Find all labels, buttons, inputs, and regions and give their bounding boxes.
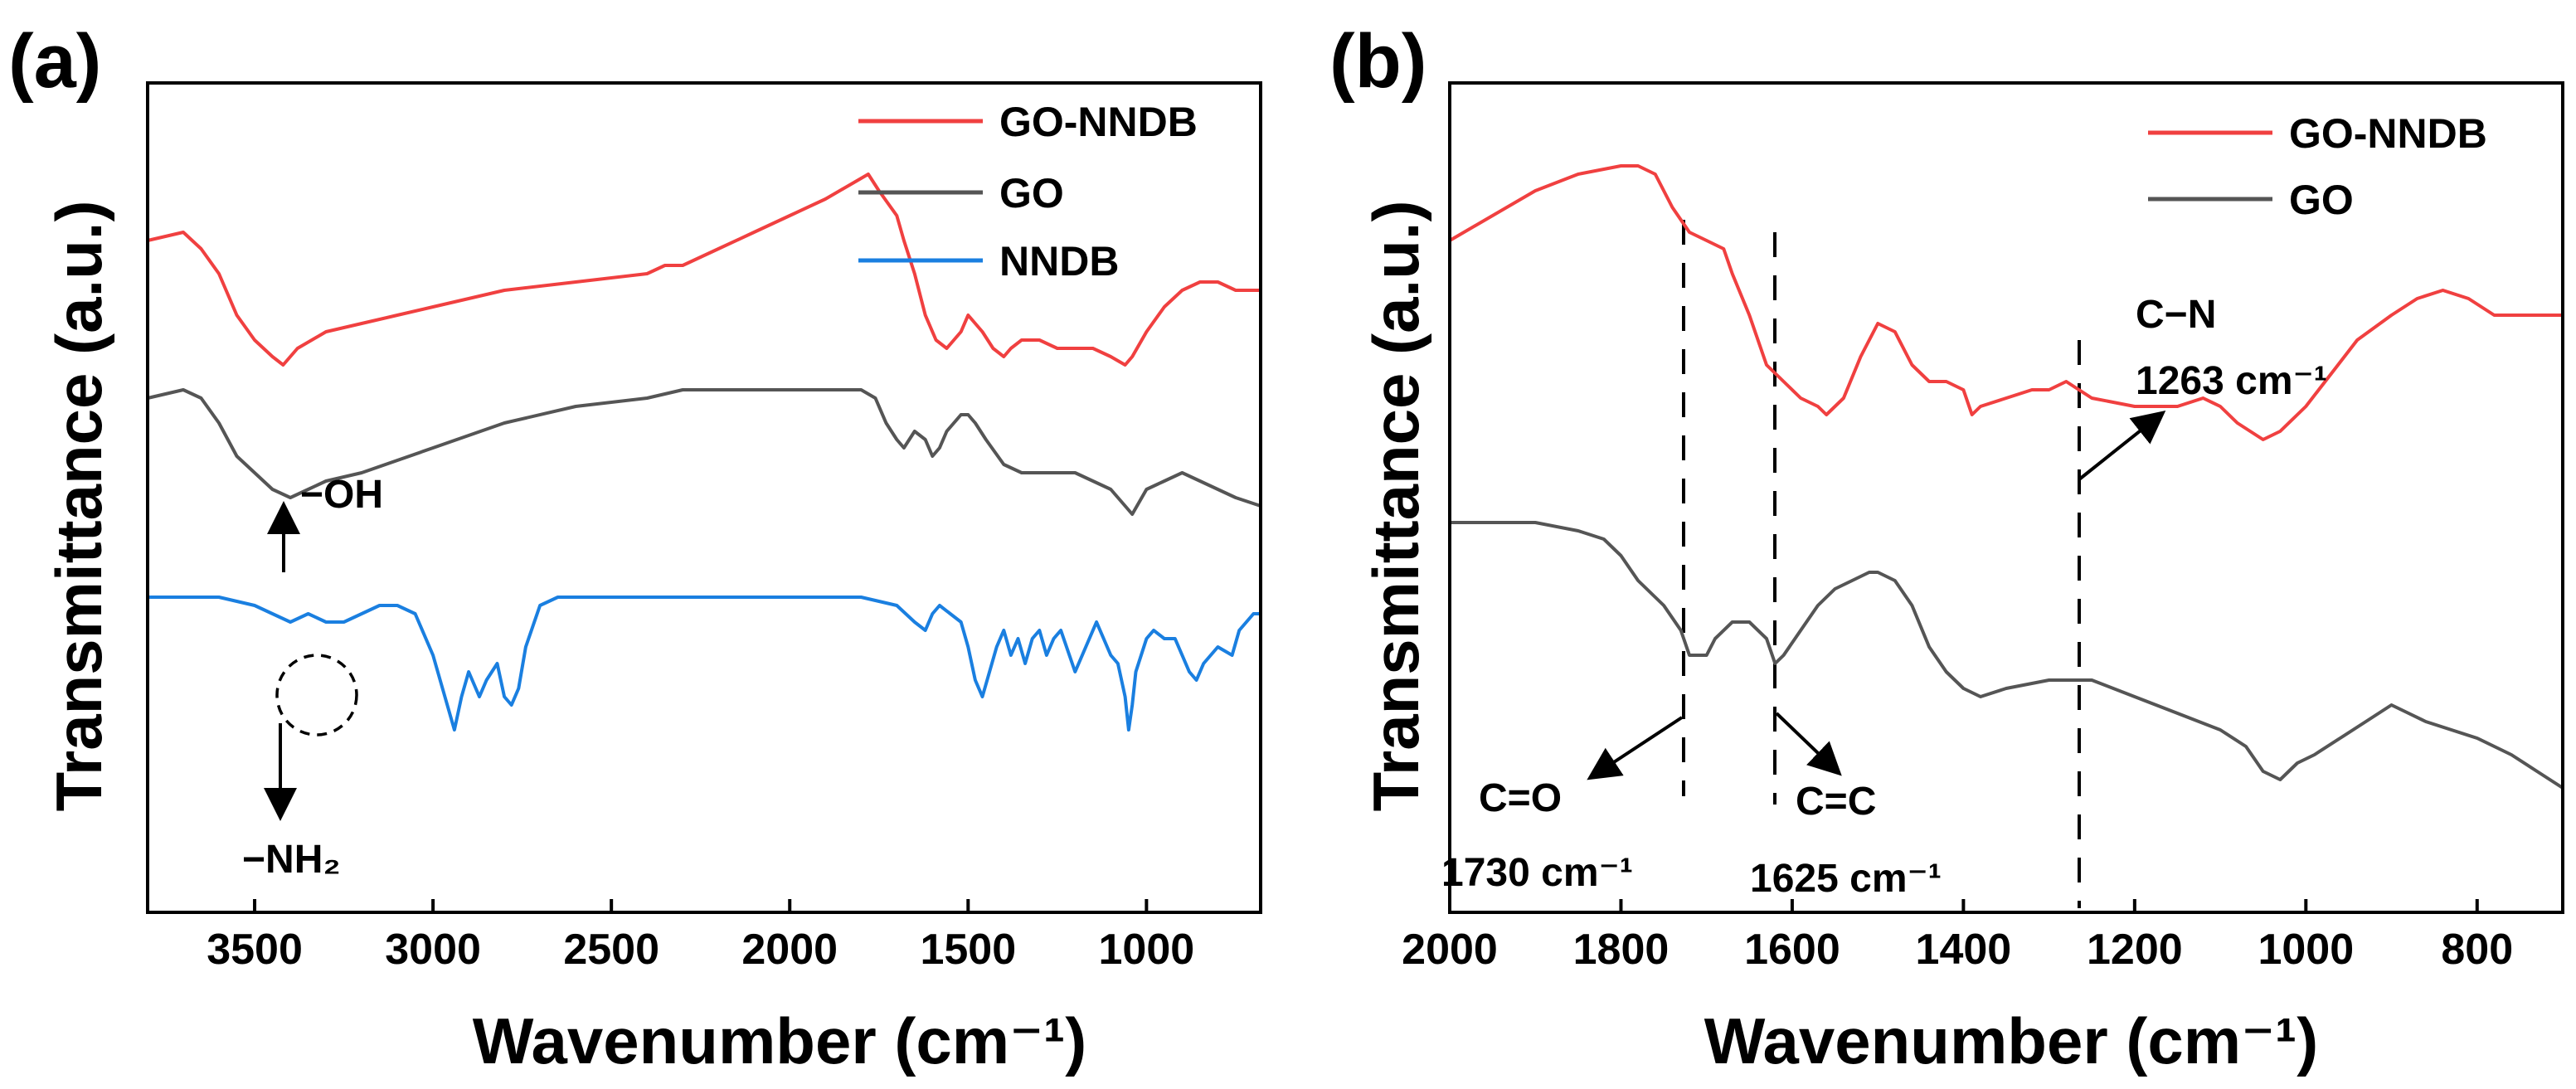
panel-b-x-ticks: 2000 1800 1600 1400 1200 1000 800	[1402, 899, 2513, 974]
cc-wavenumber: 1625 cm⁻¹	[1750, 857, 1942, 901]
panel-b-tick-label: 1200	[2087, 926, 2183, 974]
co-arrow	[1587, 716, 1684, 780]
panel-b-tick-label: 1800	[1573, 926, 1670, 974]
panel-b-tick-label: 2000	[1402, 926, 1498, 974]
panel-a-tick-label: 3500	[207, 926, 303, 974]
panel-b-series-go-nndb	[1448, 164, 2563, 441]
panel-a-tick-label: 2000	[741, 926, 838, 974]
panel-b-tick-label: 800	[2441, 926, 2513, 974]
co-wavenumber: 1730 cm⁻¹	[1441, 851, 1633, 895]
legend-label-go-nndb: GO-NNDB	[2289, 110, 2487, 157]
panel-b-xlabel: Wavenumber (cm⁻¹)	[1704, 1004, 2318, 1077]
panel-a-x-ticks: 3500 3000 2500 2000 1500 1000	[207, 899, 1194, 974]
panel-a-label: (a)	[8, 19, 101, 104]
panel-b-label: (b)	[1329, 19, 1427, 104]
cc-arrow	[1775, 712, 1842, 776]
co-label: C=O	[1479, 776, 1562, 820]
oh-label: −OH	[300, 473, 383, 517]
legend-label-nndb: NNDB	[999, 238, 1119, 284]
cn-arrow	[2078, 411, 2166, 481]
panel-b-tick-label: 1000	[2258, 926, 2354, 974]
panel-a-tick-label: 3000	[385, 926, 481, 974]
panel-a-legend: GO-NNDB GO NNDB	[858, 99, 1198, 284]
panel-a-series-go	[147, 388, 1261, 516]
panel-a-series-nndb	[148, 596, 1261, 732]
nh2-dashed-circle	[275, 654, 358, 737]
panel-b-ylabel: Transmittance (a.u.)	[1359, 201, 1432, 812]
panel-b-legend: GO-NNDB GO	[2148, 110, 2487, 223]
nh2-label: −NH₂	[242, 838, 341, 882]
legend-label-go-nndb: GO-NNDB	[999, 99, 1198, 145]
panel-a-xlabel: Wavenumber (cm⁻¹)	[473, 1004, 1086, 1077]
panel-a-tick-label: 1000	[1099, 926, 1195, 974]
panel-b-tick-label: 1600	[1744, 926, 1840, 974]
panel-b-dashed-lines	[1682, 220, 2081, 908]
panel-a-annotations: −OH −NH₂	[242, 473, 383, 882]
cc-label: C=C	[1796, 780, 1876, 824]
panel-a-ylabel: Transmittance (a.u.)	[42, 201, 115, 812]
panel-b: (b) Transmittance (a.u.) Wavenumber (cm⁻…	[1329, 19, 2564, 1077]
panel-a-frame	[146, 81, 1262, 914]
panel-b-annotations: C=O 1730 cm⁻¹ C=C 1625 cm⁻¹ C−N 1263 cm⁻…	[1441, 293, 2327, 901]
panel-a-tick-label: 1500	[920, 926, 1016, 974]
legend-label-go: GO	[999, 170, 1064, 216]
panel-b-series	[1448, 164, 2564, 790]
panel-b-series-go	[1450, 521, 2564, 790]
legend-label-go: GO	[2289, 177, 2354, 223]
panel-b-frame	[1448, 81, 2564, 914]
panel-a: (a) Transmittance (a.u.) Wavenumber (cm⁻…	[8, 19, 1262, 1077]
panel-a-series	[147, 173, 1261, 732]
panel-a-series-go-nndb	[147, 173, 1261, 367]
panel-a-tick-label: 2500	[563, 926, 659, 974]
cn-wavenumber: 1263 cm⁻¹	[2136, 359, 2327, 403]
cn-label: C−N	[2136, 293, 2216, 337]
panel-b-tick-label: 1400	[1916, 926, 2012, 974]
